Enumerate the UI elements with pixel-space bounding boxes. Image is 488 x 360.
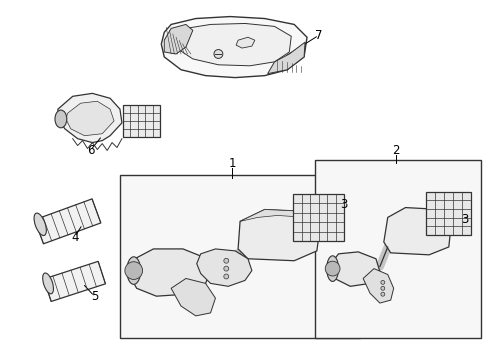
Text: 1: 1 xyxy=(228,157,236,170)
Polygon shape xyxy=(44,261,105,301)
Text: 5: 5 xyxy=(90,290,98,303)
Ellipse shape xyxy=(42,273,53,294)
Polygon shape xyxy=(238,210,320,261)
Polygon shape xyxy=(161,17,306,78)
Polygon shape xyxy=(240,210,320,221)
Polygon shape xyxy=(164,24,192,54)
Ellipse shape xyxy=(326,256,338,282)
Circle shape xyxy=(224,274,228,279)
Polygon shape xyxy=(35,199,101,244)
Bar xyxy=(120,175,360,338)
Polygon shape xyxy=(383,208,451,255)
Polygon shape xyxy=(363,269,393,303)
Circle shape xyxy=(380,286,384,290)
Polygon shape xyxy=(58,93,122,143)
Polygon shape xyxy=(196,249,251,286)
Ellipse shape xyxy=(55,110,67,128)
Text: 2: 2 xyxy=(391,144,399,157)
Polygon shape xyxy=(66,101,114,136)
Bar xyxy=(425,192,470,235)
Bar xyxy=(122,105,160,137)
Circle shape xyxy=(214,50,223,58)
Polygon shape xyxy=(176,23,291,66)
Text: 7: 7 xyxy=(314,29,322,42)
Circle shape xyxy=(224,266,228,271)
Text: 6: 6 xyxy=(86,144,94,157)
Text: 3: 3 xyxy=(460,213,468,226)
Circle shape xyxy=(224,258,228,263)
Text: 3: 3 xyxy=(339,198,346,211)
Circle shape xyxy=(124,262,142,279)
Polygon shape xyxy=(171,278,215,316)
Circle shape xyxy=(380,280,384,284)
Polygon shape xyxy=(267,42,305,74)
Text: 4: 4 xyxy=(71,231,78,244)
Polygon shape xyxy=(328,252,379,286)
Ellipse shape xyxy=(126,257,141,284)
Bar xyxy=(293,194,344,241)
Circle shape xyxy=(325,261,339,276)
Polygon shape xyxy=(236,37,254,48)
Bar xyxy=(314,160,480,338)
Circle shape xyxy=(380,292,384,296)
Ellipse shape xyxy=(34,213,46,235)
Polygon shape xyxy=(129,249,210,296)
